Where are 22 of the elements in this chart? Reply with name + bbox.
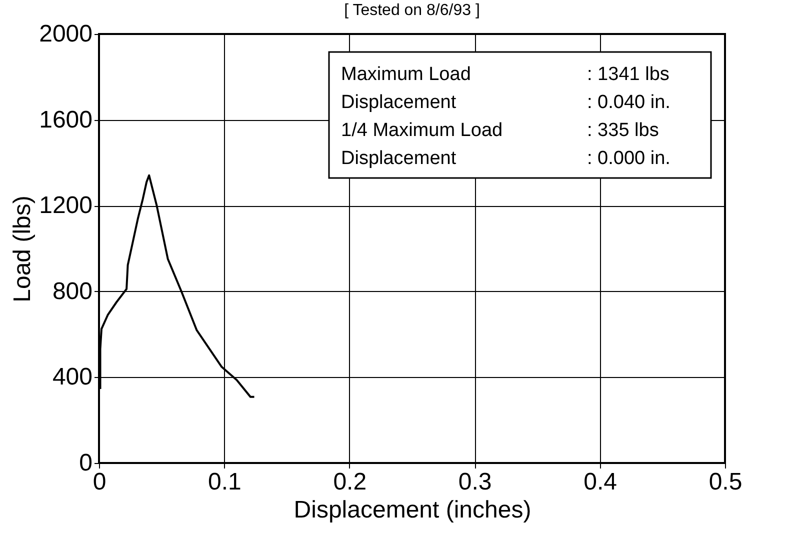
y-tick-label: 800 (52, 278, 92, 305)
x-tick-label: 0.5 (708, 468, 742, 496)
annotation: Displacement (341, 92, 457, 113)
x-tick-label: 0.3 (458, 468, 492, 496)
annotation: : 335 lbs (587, 120, 659, 141)
annotation: Displacement (341, 148, 457, 169)
annotation: 1/4 Maximum Load (341, 120, 503, 141)
y-tick-label: 1600 (39, 106, 92, 134)
y-tick-label: 2000 (39, 20, 92, 48)
annotation: : 0.040 in. (587, 92, 670, 113)
y-tick-label: 400 (52, 364, 92, 391)
y-tick-label: 0 (79, 450, 92, 476)
y-tick-label: 1200 (39, 192, 92, 220)
annotation: Maximum Load (341, 64, 471, 85)
y-axis-title: Load (lbs) (9, 196, 36, 302)
x-tick-label: 0.1 (208, 468, 242, 496)
x-axis-title: Displacement (inches) (294, 496, 532, 524)
annotation: : 0.000 in. (587, 148, 670, 169)
chart-title: [ Tested on 8/6/93 ] (344, 2, 480, 19)
x-tick-label: 0.2 (333, 468, 367, 496)
x-tick-label: 0.4 (584, 468, 617, 496)
annotation: : 1341 lbs (587, 64, 670, 85)
